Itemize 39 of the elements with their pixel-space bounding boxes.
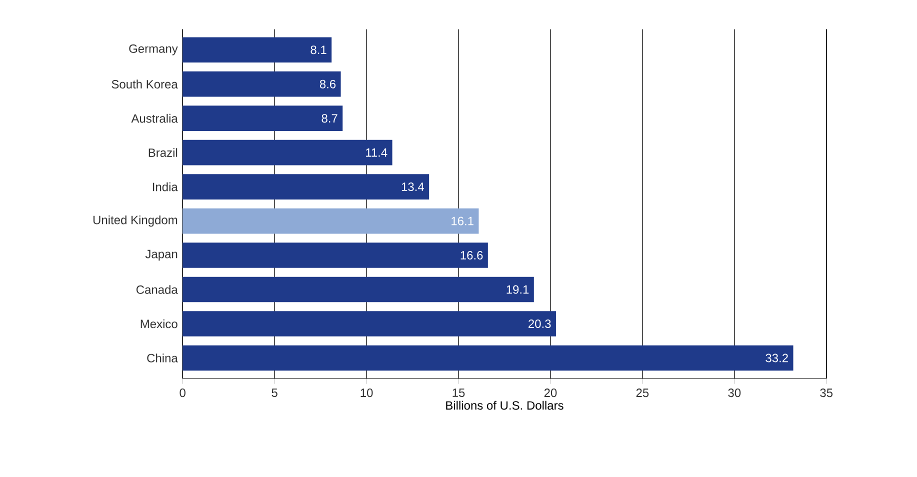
x-tick-label: 15 [452,388,465,397]
y-tick-label: Germany [129,44,178,56]
y-tick-label: Japan [145,250,178,261]
bar [182,174,430,200]
data-label: 13.4 [402,182,424,191]
x-tick-label: 35 [820,388,833,397]
x-tick-label: 10 [360,388,373,397]
y-tick-label: India [152,182,178,192]
y-tick-label: United Kingdom [93,215,178,227]
y-tick-label: China [147,354,178,362]
bar [182,345,794,371]
bar [182,106,343,131]
bar [182,208,479,234]
data-label: 19.1 [506,285,529,294]
y-tick-label: Canada [136,285,178,294]
bar [182,71,341,97]
data-label: 8.1 [310,46,326,54]
bar [182,37,332,62]
y-tick-label: Brazil [148,148,178,157]
y-tick-label: Australia [131,114,178,123]
y-tick-label: South Korea [112,80,178,88]
data-label: 33.2 [766,354,788,362]
bar [182,140,392,166]
data-label: 11.4 [366,148,388,157]
x-axis-title: Billions of U.S. Dollars [446,400,564,410]
bar [182,276,534,302]
data-label: 8.6 [320,80,336,88]
x-tick-label: 0 [180,388,186,397]
bar [182,311,556,336]
x-tick-label: 25 [636,388,649,397]
bar [182,242,488,268]
x-tick-label: 5 [272,388,278,397]
y-tick-label: Mexico [140,319,178,328]
data-label: 16.6 [460,250,483,260]
data-label: 20.3 [528,319,551,328]
x-tick-label: 30 [728,388,741,397]
x-tick-label: 20 [544,388,557,397]
data-label: 16.1 [452,216,474,226]
data-label: 8.7 [322,114,338,123]
